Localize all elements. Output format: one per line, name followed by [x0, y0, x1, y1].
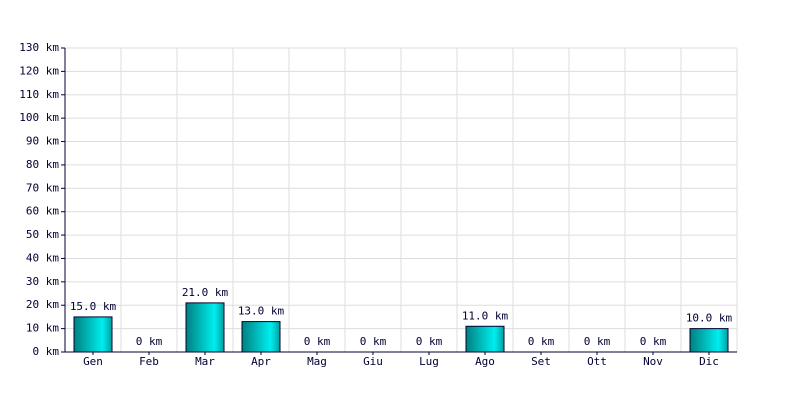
value-label: 0 km — [640, 335, 667, 348]
y-tick-label: 0 km — [33, 345, 60, 358]
value-label: 11.0 km — [462, 309, 509, 322]
y-tick-label: 10 km — [26, 322, 59, 335]
value-label: 0 km — [136, 335, 163, 348]
x-tick-label: Ago — [475, 355, 495, 368]
value-label: 0 km — [304, 335, 331, 348]
y-tick-label: 130 km — [19, 41, 59, 54]
y-tick-label: 60 km — [26, 205, 59, 218]
x-tick-label: Apr — [251, 355, 271, 368]
value-label: 0 km — [528, 335, 555, 348]
bar — [689, 328, 729, 353]
bar — [185, 302, 225, 353]
y-tick-label: 80 km — [26, 158, 59, 171]
x-tick-label: Giu — [363, 355, 383, 368]
value-label: 13.0 km — [238, 305, 285, 318]
x-tick-label: Mar — [195, 355, 215, 368]
y-tick-label: 20 km — [26, 298, 59, 311]
y-tick-label: 120 km — [19, 64, 59, 77]
value-label: 0 km — [584, 335, 611, 348]
y-tick-label: 30 km — [26, 275, 59, 288]
x-tick-label: Nov — [643, 355, 663, 368]
value-label: 0 km — [360, 335, 387, 348]
value-label: 10.0 km — [686, 312, 733, 325]
value-label: 15.0 km — [70, 300, 117, 313]
bar — [241, 321, 281, 353]
y-tick-label: 50 km — [26, 228, 59, 241]
x-tick-label: Set — [531, 355, 551, 368]
x-tick-label: Ott — [587, 355, 607, 368]
y-tick-label: 110 km — [19, 88, 59, 101]
x-tick-label: Gen — [83, 355, 103, 368]
value-label: 21.0 km — [182, 286, 229, 299]
value-label: 0 km — [416, 335, 443, 348]
y-tick-label: 100 km — [19, 111, 59, 124]
y-tick-label: 90 km — [26, 135, 59, 148]
x-tick-label: Lug — [419, 355, 439, 368]
y-tick-label: 70 km — [26, 181, 59, 194]
x-tick-label: Mag — [307, 355, 327, 368]
y-tick-label: 40 km — [26, 251, 59, 264]
x-tick-label: Feb — [139, 355, 159, 368]
x-tick-label: Dic — [699, 355, 719, 368]
bar — [73, 316, 113, 353]
bar — [465, 325, 505, 353]
